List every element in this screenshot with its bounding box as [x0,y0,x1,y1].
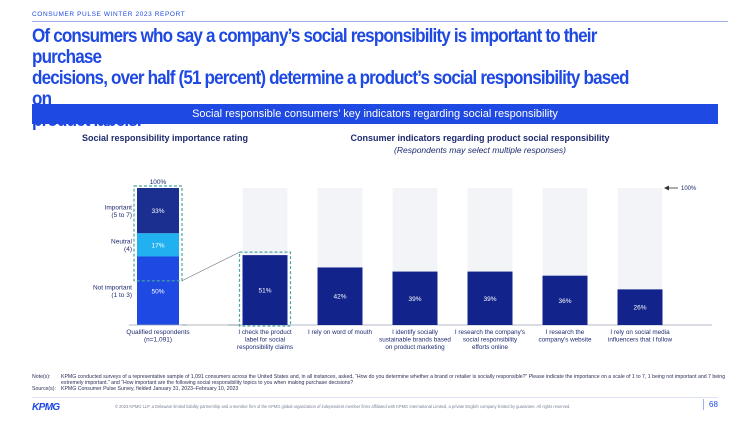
bar-category-label-2: I identify socially sustainable brands ba… [379,329,451,351]
note-text: KPMG conducted surveys of a representati… [61,374,726,387]
bar-2 [392,271,438,325]
page-divider [703,399,704,410]
source-text: KPMG Consumer Pulse Survey, fielded Janu… [61,386,239,393]
segment-legend-label-2: Important (5 to 7) [105,204,133,219]
page-number: 68 [709,400,718,409]
bar-category-label-0: I check the product label for social respo… [237,329,293,351]
kpmg-logo: KPMG [32,402,60,413]
segment-value-label-1: 17% [151,242,164,249]
section-banner: Social responsible consumers’ key indica… [32,104,718,124]
bar-value-label-4: 36% [558,298,571,305]
reference-arrow-head [664,185,669,191]
stacked-total-label: 100% [150,179,167,186]
bar-category-label-3: I research the company's social responsib… [455,329,525,351]
bar-1 [317,267,363,325]
bar-4 [542,275,588,325]
bar-5 [617,289,663,325]
header-rule [32,21,728,22]
bar-value-label-2: 39% [408,296,421,303]
note-row: Note(s): KPMG conducted surveys of a rep… [32,374,732,386]
headline-line-1: Of consumers who say a company’s social … [32,25,597,68]
note-label: Note(s): [32,374,51,380]
bar-category-label-4: I research the company's website [538,329,591,344]
left-chart-title: Social responsibility importance rating [81,133,249,143]
bar-value-label-1: 42% [333,294,346,301]
notes-block: Note(s): KPMG conducted surveys of a rep… [32,374,732,393]
segment-value-label-2: 33% [151,208,164,215]
stacked-segment-1 [137,233,179,257]
footer-rule [32,397,718,398]
copyright-text: © 2023 KPMG LLP, a Delaware limited liab… [115,404,571,409]
bar-value-label-0: 51% [258,288,271,295]
segment-legend-label-0: Not important (1 to 3) [93,285,132,300]
source-row: Source(s): KPMG Consumer Pulse Survey, f… [32,386,732,392]
bar-3 [467,271,513,325]
bar-category-label-1: I rely on word of mouth [308,329,373,336]
highlight-box [238,251,292,327]
segment-legend-label-1: Neutral (4) [111,239,133,254]
page-headline: Of consumers who say a company’s social … [32,26,639,131]
reference-label: 100% [681,186,697,192]
bar-value-label-5: 26% [633,305,646,312]
left-category-label: Qualified respondents (n=1,091) [126,329,190,344]
stacked-segment-0 [137,256,179,325]
important-highlight-box [133,185,183,282]
segment-value-label-0: 50% [151,288,164,295]
report-kicker: CONSUMER PULSE WINTER 2023 REPORT [32,11,186,18]
bar-0 [242,255,288,325]
bar-value-label-3: 39% [483,296,496,303]
right-chart-title: Consumer indicators regarding product so… [350,133,610,143]
source-label: Source(s): [32,386,56,393]
right-chart-subtitle: (Respondents may select multiple respons… [394,145,566,155]
bar-category-label-5: I rely on social media influencers that I… [608,329,673,344]
highlight-connector [181,251,240,282]
stacked-segment-2 [137,188,179,234]
